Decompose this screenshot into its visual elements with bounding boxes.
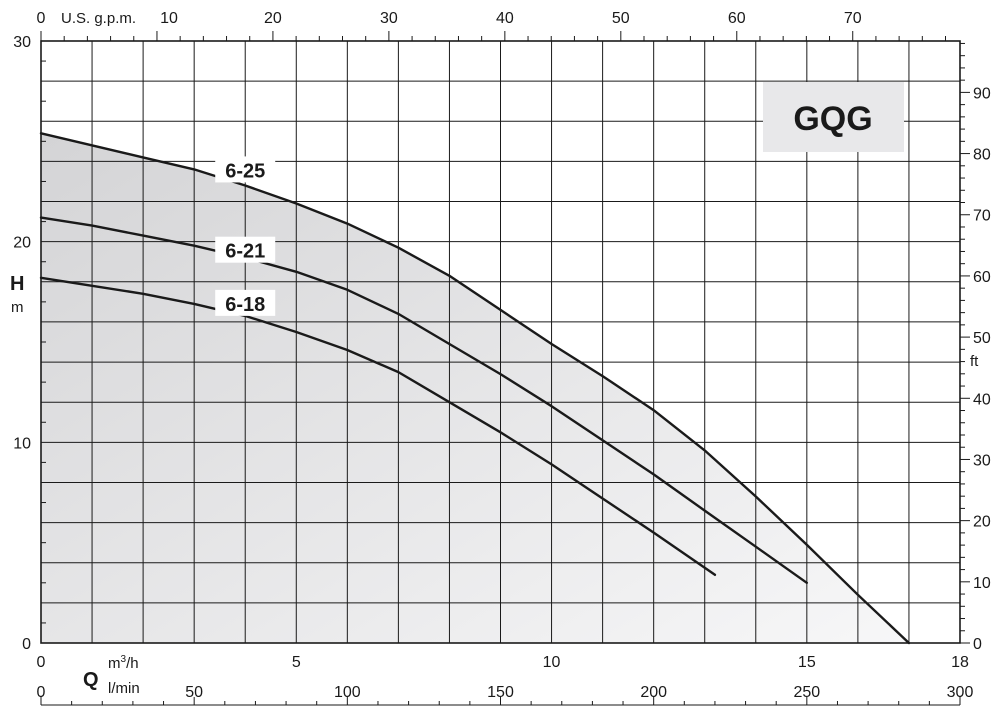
ft-tick-label: 90	[973, 85, 991, 102]
y-tick-label: 0	[22, 636, 31, 653]
ft-tick-label: 10	[973, 575, 991, 592]
x-axis-symbol: Q	[83, 669, 99, 691]
grid-lines	[41, 41, 960, 643]
lmin-tick-label: 250	[793, 684, 820, 701]
curve-label-bg	[215, 289, 276, 316]
y-axis-unit: m	[11, 299, 24, 316]
x-tick-label: 18	[951, 654, 969, 671]
lmin-tick-label: 150	[487, 684, 514, 701]
x-axis-unit: m3/h	[108, 654, 139, 672]
axis-ticks	[40, 31, 970, 706]
plot-frame	[40, 40, 961, 644]
curve-label: 6-21	[225, 241, 265, 263]
gpm-tick-label: 60	[728, 10, 746, 27]
lmin-tick-label: 200	[640, 684, 667, 701]
x-axis-lmin-unit: l/min	[108, 680, 140, 697]
y-axis-symbol: H	[10, 273, 24, 295]
ft-tick-label: 80	[973, 147, 991, 164]
y-axis-ft-unit: ft	[970, 353, 979, 370]
gpm-tick-label: 30	[380, 10, 398, 27]
lmin-tick-label: 50	[185, 684, 203, 701]
gpm-tick-label: 70	[844, 10, 862, 27]
curve-label: 6-25	[225, 160, 265, 182]
title-badge	[763, 82, 904, 152]
gpm-tick-label: 10	[160, 10, 178, 27]
x-tick-label: 5	[292, 654, 301, 671]
curve-envelope-area	[41, 133, 909, 643]
lmin-tick-label: 300	[947, 684, 974, 701]
y-tick-label: 30	[13, 34, 31, 51]
curve-label-bg	[215, 236, 276, 263]
gpm-tick-label: 20	[264, 10, 282, 27]
ft-tick-label: 50	[973, 330, 991, 347]
lmin-tick-label: 100	[334, 684, 361, 701]
gpm-tick-label: 0	[37, 10, 46, 27]
x-tick-label: 15	[798, 654, 816, 671]
ft-tick-label: 30	[973, 452, 991, 469]
ft-tick-label: 20	[973, 514, 991, 531]
ft-tick-label: 40	[973, 391, 991, 408]
lmin-tick-label: 0	[37, 684, 46, 701]
chart-title: GQG	[793, 100, 872, 138]
curve-label: 6-18	[225, 294, 265, 316]
x-tick-label: 0	[37, 654, 46, 671]
x-axis-unit-superscript: 3	[121, 654, 127, 665]
curve-label-bg	[215, 156, 276, 183]
curve-6-21	[39, 216, 808, 584]
curve-6-18	[39, 276, 717, 576]
y-tick-label: 20	[13, 235, 31, 252]
gpm-tick-label: 50	[612, 10, 630, 27]
y-tick-label: 10	[13, 435, 31, 452]
x-tick-label: 10	[543, 654, 561, 671]
ft-tick-label: 60	[973, 269, 991, 286]
top-axis-gpm-unit: U.S. g.p.m.	[61, 10, 136, 27]
curve-labels-group: 6-25 6-21 6-18	[215, 156, 276, 316]
ft-tick-label: 0	[973, 636, 982, 653]
ft-tick-label: 70	[973, 208, 991, 225]
gpm-tick-label: 40	[496, 10, 514, 27]
